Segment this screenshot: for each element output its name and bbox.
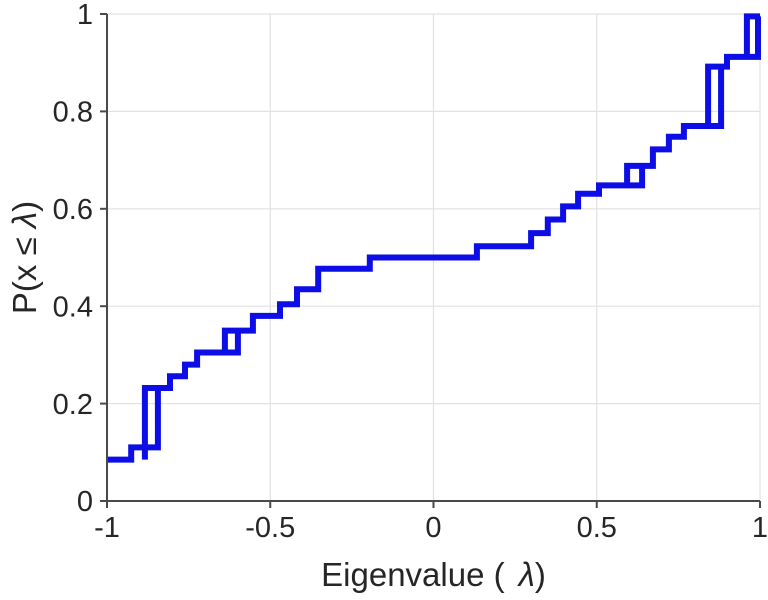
y-axis-label-text: P(x ≤ bbox=[6, 228, 43, 314]
x-tick-label: -1 bbox=[94, 512, 120, 544]
y-tick-label: 0 bbox=[77, 486, 93, 518]
curve-layer bbox=[107, 13, 761, 463]
lambda-symbol: λ bbox=[6, 212, 43, 230]
tick-marks bbox=[100, 13, 761, 508]
lambda-symbol: λ bbox=[517, 556, 535, 593]
x-axis-label: Eigenvalue ( λ) bbox=[321, 556, 546, 593]
x-axis-label-close: ) bbox=[535, 556, 546, 593]
y-tick-label: 1 bbox=[77, 0, 93, 31]
y-axis-label: P(x ≤ λ) bbox=[6, 201, 43, 314]
y-axis-label-close: ) bbox=[6, 201, 43, 212]
x-tick-label: 0 bbox=[425, 512, 441, 544]
x-tick-label: 1 bbox=[752, 512, 768, 544]
y-tick-label: 0.8 bbox=[53, 97, 93, 129]
ecdf-curve bbox=[107, 13, 761, 463]
x-axis-label-text: Eigenvalue ( bbox=[321, 556, 504, 593]
y-tick-label: 0.6 bbox=[53, 194, 93, 226]
x-tick-label: 0.5 bbox=[577, 512, 617, 544]
y-tick-label: 0.4 bbox=[53, 291, 93, 323]
axes: -1 -0.5 0 0.5 1 0 0.2 0.4 0.6 0.8 1 bbox=[53, 0, 768, 544]
x-tick-label: -0.5 bbox=[245, 512, 295, 544]
tick-labels: -1 -0.5 0 0.5 1 0 0.2 0.4 0.6 0.8 1 bbox=[53, 0, 768, 544]
y-tick-label: 0.2 bbox=[53, 389, 93, 421]
